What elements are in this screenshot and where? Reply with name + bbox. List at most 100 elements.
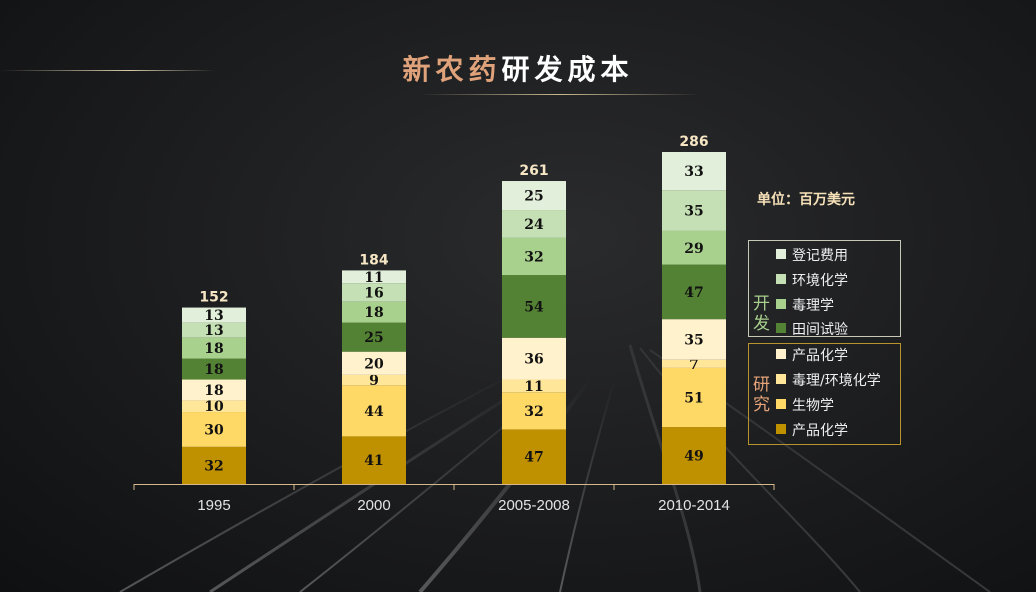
data-label: 9 bbox=[369, 373, 379, 389]
data-label: 24 bbox=[524, 217, 544, 233]
data-label: 47 bbox=[524, 450, 543, 466]
legend-swatch bbox=[776, 374, 786, 384]
data-label: 18 bbox=[364, 305, 383, 321]
data-label: 32 bbox=[204, 458, 223, 474]
bar-segment bbox=[342, 270, 406, 284]
decorative-rule-left bbox=[0, 70, 215, 71]
data-label: 18 bbox=[204, 362, 223, 378]
bar-segment bbox=[662, 427, 726, 484]
legend-item-toxicology: 毒理学 bbox=[776, 295, 834, 314]
bar-segment bbox=[502, 275, 566, 338]
title-part-1: 新农药 bbox=[402, 53, 502, 86]
data-label: 29 bbox=[684, 241, 703, 257]
legend-swatch bbox=[776, 249, 786, 259]
legend-research-group: 研究 产品化学 毒理/环境化学 生物学 产品化学 bbox=[748, 343, 901, 445]
legend-development-group: 开发 登记费用 环境化学 毒理学 田间试验 bbox=[748, 240, 901, 338]
data-label: 20 bbox=[364, 356, 384, 372]
data-label: 13 bbox=[204, 308, 223, 324]
legend-item-product-chemistry-base: 产品化学 bbox=[776, 420, 848, 439]
legend-item-label: 田间试验 bbox=[792, 322, 848, 338]
data-label: 10 bbox=[204, 399, 224, 415]
legend-development-label: 开发 bbox=[753, 294, 770, 334]
data-label: 41 bbox=[364, 453, 383, 469]
bar-segment bbox=[502, 181, 566, 211]
title-underline bbox=[420, 94, 700, 95]
bar-segment bbox=[502, 210, 566, 238]
legend-item-label: 毒理学 bbox=[792, 298, 834, 314]
data-label: 35 bbox=[684, 332, 703, 348]
bar-segment bbox=[502, 379, 566, 393]
data-label: 13 bbox=[204, 323, 223, 339]
bar-segment bbox=[502, 337, 566, 380]
bar-segment bbox=[342, 436, 406, 484]
legend-swatch bbox=[776, 323, 786, 333]
data-label: 16 bbox=[364, 285, 383, 301]
x-tick-label: 1995 bbox=[197, 497, 230, 514]
data-label: 47 bbox=[684, 285, 703, 301]
data-label: 11 bbox=[364, 270, 383, 286]
x-tick-label: 2000 bbox=[357, 497, 390, 514]
bar-segment bbox=[342, 374, 406, 386]
legend-item-label: 环境化学 bbox=[792, 273, 848, 289]
data-label: 49 bbox=[684, 449, 703, 465]
legend-item-registration: 登记费用 bbox=[776, 245, 848, 264]
data-label: 32 bbox=[524, 404, 543, 420]
bar-segment bbox=[342, 385, 406, 437]
bar-segment bbox=[662, 152, 726, 191]
bar-segment bbox=[662, 359, 726, 368]
legend-item-label: 产品化学 bbox=[792, 348, 848, 364]
bar-segment bbox=[182, 400, 246, 413]
data-label: 11 bbox=[524, 379, 543, 395]
legend-item-product-chemistry: 产品化学 bbox=[776, 345, 848, 364]
bar-segment bbox=[342, 322, 406, 352]
total-label: 184 bbox=[359, 252, 388, 268]
bar-segment bbox=[182, 412, 246, 447]
bar-segment bbox=[502, 392, 566, 430]
legend-swatch bbox=[776, 399, 786, 409]
unit-label: 单位：百万美元 bbox=[757, 192, 855, 208]
bar-segment bbox=[342, 283, 406, 302]
legend-item-environmental-chemistry: 环境化学 bbox=[776, 270, 848, 289]
data-label: 35 bbox=[684, 204, 703, 220]
bar-segment bbox=[182, 358, 246, 380]
bar-segment bbox=[662, 264, 726, 320]
bar-segment bbox=[502, 429, 566, 484]
bar-segment bbox=[182, 379, 246, 401]
bar-segment bbox=[182, 337, 246, 359]
total-label: 286 bbox=[679, 134, 708, 150]
chart-title: 新农药研发成本 bbox=[0, 48, 1036, 88]
data-label: 33 bbox=[684, 164, 703, 180]
data-label: 25 bbox=[364, 330, 383, 346]
data-label: 51 bbox=[684, 391, 703, 407]
total-label: 152 bbox=[199, 290, 228, 306]
bar-segment bbox=[662, 367, 726, 428]
bar-segment bbox=[182, 322, 246, 338]
bar-segment bbox=[342, 351, 406, 375]
data-label: 36 bbox=[524, 352, 543, 368]
data-label: 54 bbox=[524, 299, 544, 315]
legend-item-label: 生物学 bbox=[792, 398, 834, 414]
bar-segment bbox=[662, 319, 726, 360]
data-label: 44 bbox=[364, 404, 384, 420]
data-label: 18 bbox=[204, 341, 223, 357]
legend-item-label: 产品化学 bbox=[792, 423, 848, 439]
data-label: 18 bbox=[204, 383, 223, 399]
data-label: 30 bbox=[204, 422, 224, 438]
legend-item-label: 登记费用 bbox=[792, 248, 848, 264]
title-part-2: 研发成本 bbox=[501, 53, 634, 86]
data-label: 32 bbox=[524, 249, 543, 265]
total-label: 261 bbox=[519, 163, 548, 179]
data-label: 7 bbox=[689, 357, 699, 373]
data-label: 25 bbox=[524, 189, 543, 205]
legend-item-tox-env-chemistry: 毒理/环境化学 bbox=[776, 370, 881, 389]
legend-item-label: 毒理/环境化学 bbox=[792, 373, 881, 389]
bar-segment bbox=[662, 230, 726, 265]
legend-swatch bbox=[776, 424, 786, 434]
legend-research-label: 研究 bbox=[753, 375, 770, 415]
bar-segment bbox=[182, 446, 246, 484]
legend-swatch bbox=[776, 274, 786, 284]
legend-item-field-trials: 田间试验 bbox=[776, 319, 848, 338]
legend-swatch bbox=[776, 349, 786, 359]
legend-swatch bbox=[776, 299, 786, 309]
